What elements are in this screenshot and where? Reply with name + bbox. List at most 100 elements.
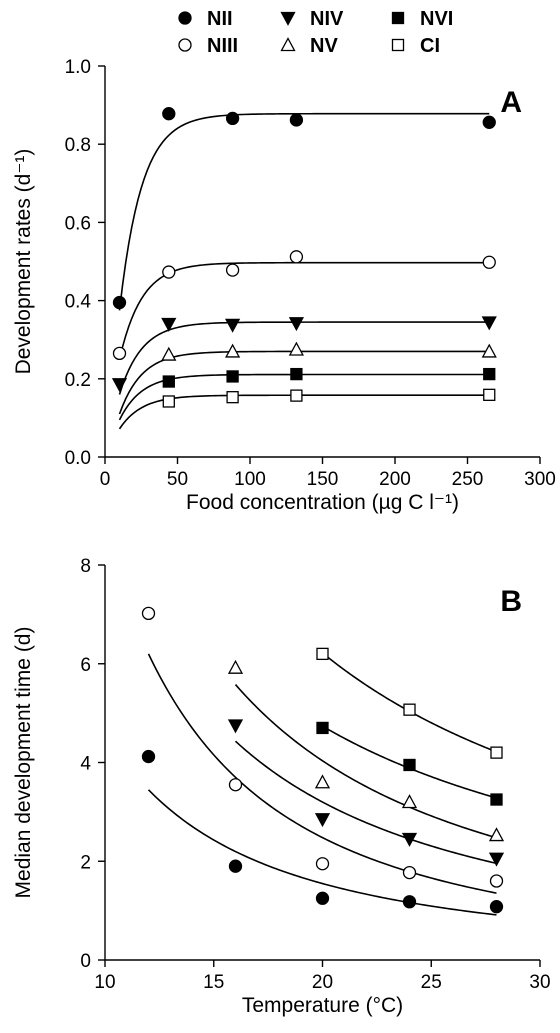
- y-tick-label: 0.0: [65, 448, 91, 469]
- series-nv: [161, 341, 497, 361]
- y-tick-label: 2: [80, 852, 91, 873]
- x-tick-label: 30: [529, 972, 550, 993]
- y-axis-label: Median development time (d): [12, 627, 35, 899]
- legend-item-nvi: NVI: [391, 8, 453, 30]
- x-tick-label: 0: [100, 469, 111, 490]
- panel-b: 10 15 20 25 30 0 2 4 6 8 Temperature (°C) Median de…: [12, 556, 551, 1017]
- data-point-ci: [490, 746, 503, 759]
- data-point-niv: [111, 378, 128, 393]
- data-point-nv: [288, 341, 304, 356]
- legend-label-niii: NIII: [207, 35, 238, 57]
- legend-label-nvi: NVI: [420, 8, 453, 30]
- legend-item-niv: NIV: [280, 8, 344, 30]
- data-point-nii: [228, 859, 243, 873]
- x-tick-label: 20: [312, 972, 333, 993]
- data-point-nv: [225, 343, 241, 358]
- legend-item-nii: NII: [178, 8, 233, 30]
- data-point-nii: [482, 115, 496, 129]
- y-tick-label: 6: [80, 655, 91, 676]
- series-niii: [112, 250, 496, 361]
- y-tick-label: 0.4: [65, 292, 92, 313]
- y-tick-label: 0.6: [65, 213, 91, 234]
- x-axis-label: Temperature (°C): [242, 994, 403, 1017]
- data-point-niii: [112, 346, 127, 361]
- x-tick-label: 100: [234, 469, 266, 490]
- y-tick-label: 0: [80, 951, 91, 972]
- x-tick-label: 250: [452, 469, 484, 490]
- series-nii: [112, 107, 496, 310]
- data-point-ci: [483, 388, 496, 401]
- data-point-nv: [488, 827, 505, 842]
- panel-letter: A: [500, 86, 522, 119]
- fit-curve-nii: [118, 112, 490, 311]
- data-point-nii: [162, 107, 176, 121]
- series-niv: [227, 719, 505, 867]
- data-point-ci: [316, 647, 329, 661]
- data-point-nv: [314, 774, 331, 789]
- series-ci: [162, 388, 496, 408]
- data-point-nii: [289, 113, 304, 127]
- legend-label-nv: NV: [310, 35, 338, 57]
- legend-marker-nvi: [391, 11, 405, 25]
- data-point-nv: [161, 346, 177, 361]
- data-point-niii: [315, 857, 330, 871]
- y-axis-label: Development rates (d⁻¹): [12, 149, 35, 375]
- fit-curve-niv: [118, 321, 490, 395]
- fit-curve-ci: [118, 394, 490, 430]
- legend-label-nii: NII: [207, 8, 233, 30]
- data-point-niii: [141, 606, 156, 621]
- x-tick-label: 150: [307, 469, 339, 490]
- legend-item-niii: NIII: [178, 35, 238, 57]
- data-point-ci: [226, 391, 239, 404]
- data-point-nii: [489, 900, 504, 914]
- fit-curve-nv: [234, 684, 497, 839]
- legend-marker-nii: [178, 11, 192, 25]
- data-point-nvi: [490, 793, 503, 806]
- series-nvi: [316, 721, 503, 806]
- data-point-niii: [489, 874, 504, 888]
- data-point-nv: [481, 343, 497, 358]
- fit-curve-nv: [118, 350, 490, 415]
- data-point-niii: [225, 263, 240, 277]
- panel-a: 0 50 100 150 200 250 300 0.0 0.2 0.4 0.6 0.8 1.0 Food…: [12, 57, 556, 514]
- series-nii: [141, 749, 504, 914]
- legend-label-ci: CI: [420, 35, 440, 57]
- fit-curve-niv: [234, 740, 497, 865]
- x-tick-label: 15: [203, 972, 224, 993]
- series-niv: [111, 316, 497, 393]
- y-tick-label: 8: [80, 556, 91, 577]
- legend-marker-niv: [280, 11, 296, 26]
- data-point-nvi: [316, 721, 329, 735]
- data-point-nvi: [483, 367, 496, 381]
- legend: NII NIII NIV NV NVI CI: [178, 8, 453, 57]
- series-ci: [316, 647, 503, 759]
- series-nv: [227, 659, 505, 842]
- x-tick-label: 50: [167, 469, 188, 490]
- data-point-niv: [227, 719, 244, 734]
- data-point-nv: [401, 794, 418, 809]
- series-niii: [141, 606, 504, 888]
- data-point-niii: [228, 778, 243, 792]
- data-point-niv: [481, 316, 497, 331]
- series-nvi: [162, 367, 496, 388]
- fit-curve-niii: [147, 653, 497, 894]
- data-point-nii: [141, 749, 156, 764]
- fit-curve-ci: [321, 652, 497, 753]
- data-point-ci: [290, 389, 303, 402]
- x-tick-label: 300: [524, 469, 556, 490]
- data-point-nvi: [226, 370, 239, 383]
- legend-marker-ci: [391, 38, 405, 52]
- data-point-nii: [315, 891, 330, 905]
- data-point-nvi: [403, 758, 416, 772]
- x-axis-label: Food concentration (µg C l⁻¹): [186, 491, 459, 514]
- panel-letter: B: [500, 585, 522, 618]
- data-point-niii: [482, 255, 496, 269]
- legend-label-niv: NIV: [310, 8, 344, 30]
- data-point-niv: [225, 318, 241, 333]
- data-point-niv: [161, 317, 177, 332]
- fit-curve-niii: [118, 261, 490, 360]
- x-tick-label: 200: [379, 469, 411, 490]
- x-tick-label: 10: [94, 972, 115, 993]
- fit-curve-nvi: [118, 373, 490, 421]
